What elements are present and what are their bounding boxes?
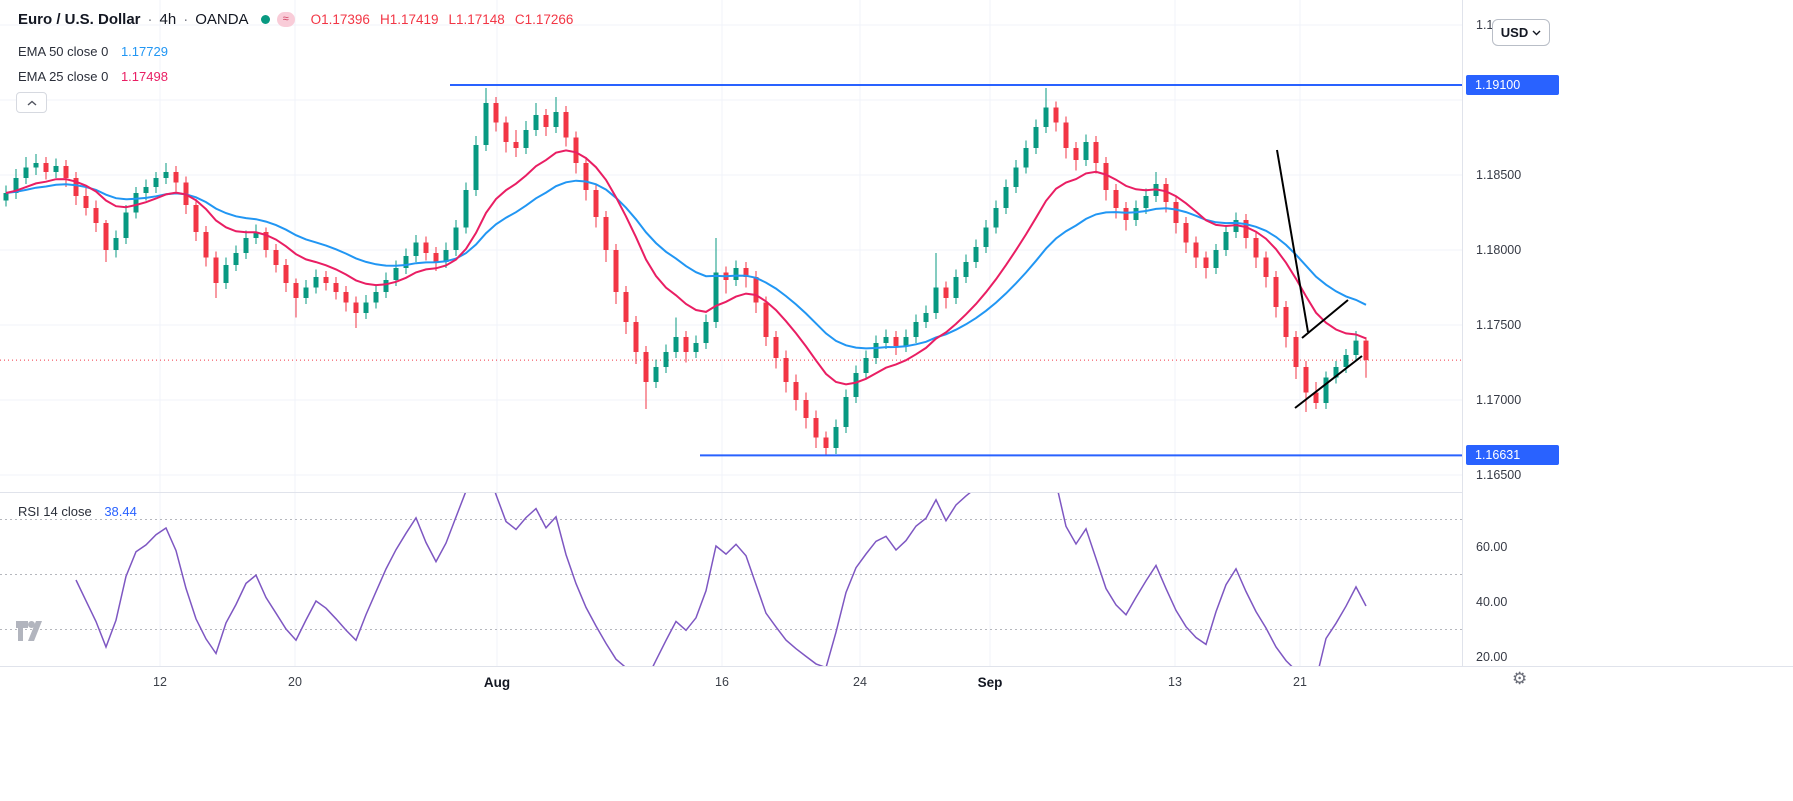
tradingview-logo[interactable] xyxy=(14,618,44,644)
high-value: 1.17419 xyxy=(389,12,439,27)
price-gridlines xyxy=(0,0,1462,492)
ema-25-line[interactable] xyxy=(5,149,1367,386)
rsi-legend[interactable]: RSI 14 close 38.44 xyxy=(18,504,137,519)
interval-label[interactable]: 4h xyxy=(159,11,177,28)
close-label: C xyxy=(514,12,525,27)
rsi-axis-label: 60.00 xyxy=(1476,540,1508,554)
symbol-title[interactable]: Euro / U.S. Dollar xyxy=(18,11,141,28)
rsi-pane[interactable] xyxy=(0,493,1462,666)
tradingview-logo-icon xyxy=(16,621,42,641)
delayed-data-icon: ≈ xyxy=(276,12,295,27)
rsi-line[interactable] xyxy=(75,493,1367,666)
open-label: O xyxy=(310,12,322,27)
separator: · xyxy=(183,11,189,28)
price-axis-label: 1.18000 xyxy=(1476,243,1522,257)
low-value: 1.17148 xyxy=(456,12,505,27)
time-axis[interactable]: 12 20 Aug 16 24 Sep 13 21 xyxy=(0,666,1793,703)
chevron-up-icon xyxy=(27,100,36,106)
low-label: L xyxy=(448,12,457,27)
price-level-badge: 1.16631 xyxy=(1466,445,1559,466)
ema25-value: 1.17498 xyxy=(120,69,168,84)
time-axis-label: 24 xyxy=(853,675,867,689)
ema25-legend[interactable]: EMA 25 close 0 1.17498 xyxy=(18,69,168,84)
separator: · xyxy=(147,11,153,28)
currency-label: USD xyxy=(1500,25,1529,40)
ema50-label: EMA 50 close 0 xyxy=(18,44,109,59)
price-axis-label: 1.16500 xyxy=(1476,468,1522,482)
time-axis-label: 20 xyxy=(288,675,302,689)
price-axis-label: 1.17000 xyxy=(1476,393,1522,407)
gear-icon[interactable]: ⚙ xyxy=(1512,669,1528,688)
market-status-icon xyxy=(260,15,270,24)
price-pane[interactable] xyxy=(0,0,1462,492)
pane-divider[interactable] xyxy=(0,492,1793,493)
ema50-legend[interactable]: EMA 50 close 0 1.17729 xyxy=(18,44,168,59)
time-axis-label: 16 xyxy=(715,675,729,689)
rsi-axis-label: 20.00 xyxy=(1476,650,1508,664)
price-axis-label: 1.18500 xyxy=(1476,168,1522,182)
ema25-label: EMA 25 close 0 xyxy=(18,69,109,84)
time-axis-label: 12 xyxy=(153,675,167,689)
open-value: 1.17396 xyxy=(321,12,370,27)
high-label: H xyxy=(379,12,390,27)
trendline[interactable] xyxy=(1294,355,1363,409)
trendline[interactable] xyxy=(1276,149,1309,333)
time-axis-label: Sep xyxy=(977,675,1003,690)
rsi-value: 38.44 xyxy=(104,504,137,519)
rsi-axis-label: 40.00 xyxy=(1476,595,1508,609)
candlestick-series xyxy=(3,88,1369,456)
chevron-down-icon xyxy=(1532,30,1541,35)
ema-50-line[interactable] xyxy=(5,179,1367,350)
ohlc-readout: O1.17396 H1.17419 L1.17148 C1.17266 xyxy=(311,12,584,27)
exchange-label: OANDA xyxy=(195,11,249,28)
time-axis-label: 13 xyxy=(1168,675,1182,689)
ema50-value: 1.17729 xyxy=(120,44,168,59)
trendline[interactable] xyxy=(1301,299,1349,339)
price-axis[interactable]: 1.195001.185001.180001.175001.170001.165… xyxy=(1462,0,1793,666)
legend-collapse-button[interactable] xyxy=(16,92,47,113)
time-axis-label: 21 xyxy=(1293,675,1307,689)
symbol-header: Euro / U.S. Dollar · 4h · OANDA ≈ O1.173… xyxy=(18,11,583,28)
currency-selector-button[interactable]: USD xyxy=(1492,19,1550,46)
price-axis-label: 1.17500 xyxy=(1476,318,1522,332)
close-value: 1.17266 xyxy=(524,12,574,27)
rsi-label: RSI 14 close xyxy=(18,504,92,519)
time-axis-label: Aug xyxy=(483,675,511,690)
price-level-badge: 1.19100 xyxy=(1466,75,1559,95)
